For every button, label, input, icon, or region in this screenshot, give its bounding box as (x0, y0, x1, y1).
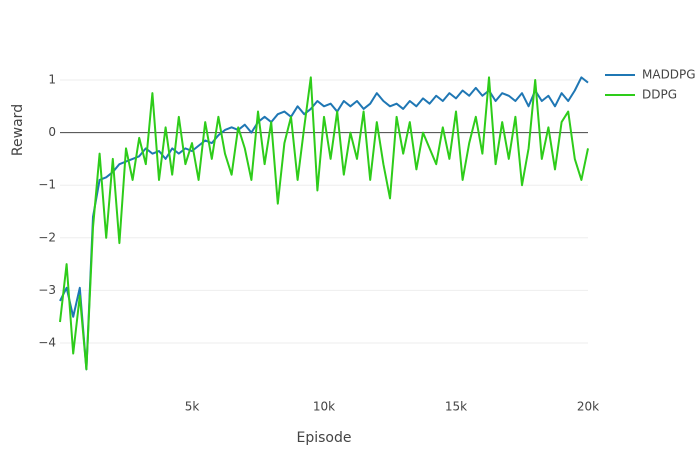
y-tick-label: −1 (38, 178, 56, 192)
y-tick-label: −3 (38, 283, 56, 297)
x-tick-label: 10k (313, 400, 335, 414)
legend-label: DDPG (642, 88, 677, 102)
legend-label: MADDPG (642, 68, 696, 82)
y-axis-title: Reward (10, 104, 26, 156)
x-tick-label: 15k (445, 400, 467, 414)
x-tick-label: 5k (185, 400, 200, 414)
x-axis-title: Episode (297, 430, 352, 446)
y-tick-label: 1 (48, 72, 56, 86)
y-tick-label: −4 (38, 336, 56, 350)
y-tick-label: 0 (48, 125, 56, 139)
series-line (59, 76, 589, 371)
x-tick-label: 20k (577, 400, 599, 414)
y-tick-label: −2 (38, 230, 56, 244)
